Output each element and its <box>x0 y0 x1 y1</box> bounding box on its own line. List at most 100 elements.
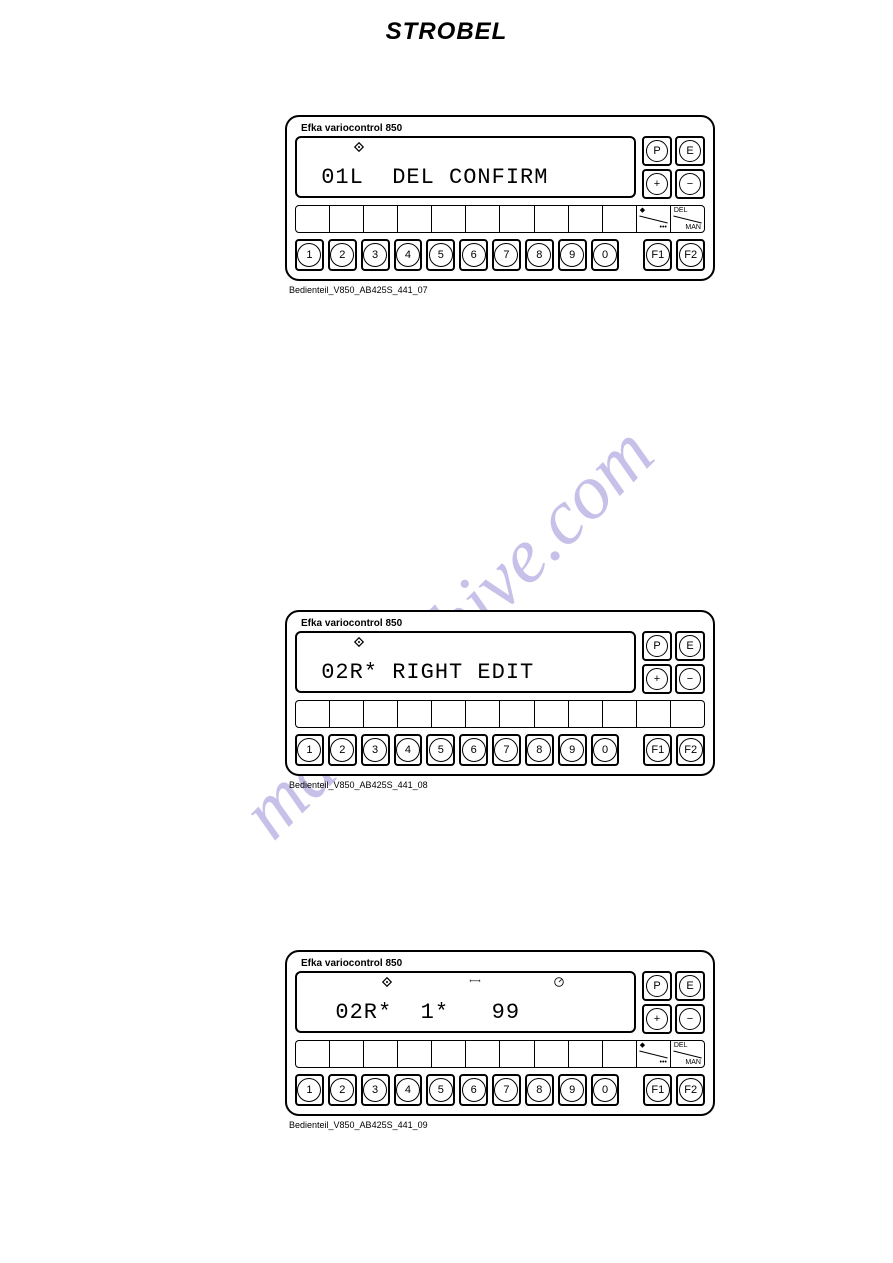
digit-1-button[interactable]: 1 <box>295 239 324 271</box>
f2-button[interactable]: F2 <box>676 734 705 766</box>
lcd-text: 02R* RIGHT EDIT <box>307 660 630 685</box>
digit-2-button[interactable]: 2 <box>328 1074 357 1106</box>
digit-label: 7 <box>494 1078 518 1102</box>
digit-4-button[interactable]: 4 <box>394 1074 423 1106</box>
digit-label: 4 <box>396 1078 420 1102</box>
digit-2-button[interactable]: 2 <box>328 239 357 271</box>
digit-5-button[interactable]: 5 <box>426 734 455 766</box>
f2-button[interactable]: F2 <box>676 239 705 271</box>
side-button-grid: PE +− <box>642 136 705 199</box>
digit-0-button[interactable]: 0 <box>591 239 620 271</box>
digit-label: 3 <box>363 243 387 267</box>
strip-cell <box>466 701 500 727</box>
side-button-label: E <box>679 975 701 997</box>
digit-4-button[interactable]: 4 <box>394 734 423 766</box>
digit-9-button[interactable]: 9 <box>558 734 587 766</box>
side-button-−[interactable]: − <box>675 169 705 199</box>
digit-1-button[interactable]: 1 <box>295 1074 324 1106</box>
digit-label: 2 <box>330 243 354 267</box>
digit-7-button[interactable]: 7 <box>492 734 521 766</box>
f1-button[interactable]: F1 <box>643 239 672 271</box>
fn-label: F1 <box>646 243 670 267</box>
digit-8-button[interactable]: 8 <box>525 734 554 766</box>
strip-icon-right[interactable]: DELMAN <box>671 206 704 232</box>
digit-8-button[interactable]: 8 <box>525 239 554 271</box>
f1-button[interactable]: F1 <box>643 1074 672 1106</box>
digit-6-button[interactable]: 6 <box>459 734 488 766</box>
side-button-grid: PE +− <box>642 631 705 694</box>
strip-cell <box>500 1041 534 1067</box>
strip-cell <box>432 701 466 727</box>
keypad-row: 1234567890 F1 F2 <box>295 1074 705 1106</box>
strip-cell <box>637 701 671 727</box>
strip-icon-right[interactable]: DELMAN <box>671 1041 704 1067</box>
strip-cell <box>296 1041 330 1067</box>
digit-9-button[interactable]: 9 <box>558 239 587 271</box>
digit-5-button[interactable]: 5 <box>426 239 455 271</box>
center-strip: ◆•••DELMAN <box>295 205 705 233</box>
side-button-grid: PE +− <box>642 971 705 1034</box>
lcd-ruler-icon <box>469 976 481 992</box>
digit-7-button[interactable]: 7 <box>492 239 521 271</box>
digit-4-button[interactable]: 4 <box>394 239 423 271</box>
digit-label: 3 <box>363 738 387 762</box>
panel-caption: Bedienteil_V850_AB425S_441_07 <box>289 285 715 295</box>
side-button-label: + <box>646 1008 668 1030</box>
digit-label: 6 <box>462 243 486 267</box>
digit-5-button[interactable]: 5 <box>426 1074 455 1106</box>
digit-label: 9 <box>560 738 584 762</box>
side-button-+[interactable]: + <box>642 169 672 199</box>
side-button-e[interactable]: E <box>675 971 705 1001</box>
strip-cell <box>603 1041 637 1067</box>
side-button-p[interactable]: P <box>642 971 672 1001</box>
side-button-p[interactable]: P <box>642 631 672 661</box>
fn-label: F1 <box>646 738 670 762</box>
strip-cell <box>364 206 398 232</box>
lcd-display: 01L DEL CONFIRM <box>295 136 636 198</box>
side-button-p[interactable]: P <box>642 136 672 166</box>
strip-cell <box>535 701 569 727</box>
side-button-e[interactable]: E <box>675 136 705 166</box>
side-button-−[interactable]: − <box>675 1004 705 1034</box>
panel-caption: Bedienteil_V850_AB425S_441_08 <box>289 780 715 790</box>
fn-label: F2 <box>679 243 703 267</box>
digit-7-button[interactable]: 7 <box>492 1074 521 1106</box>
digit-label: 3 <box>363 1078 387 1102</box>
side-button-e[interactable]: E <box>675 631 705 661</box>
strip-cell <box>535 1041 569 1067</box>
digit-8-button[interactable]: 8 <box>525 1074 554 1106</box>
side-button-label: E <box>679 140 701 162</box>
side-button-+[interactable]: + <box>642 1004 672 1034</box>
digit-label: 6 <box>462 1078 486 1102</box>
strip-cell <box>603 206 637 232</box>
fn-label: F2 <box>679 1078 703 1102</box>
strip-cell <box>398 206 432 232</box>
side-button-label: E <box>679 635 701 657</box>
digit-3-button[interactable]: 3 <box>361 734 390 766</box>
f2-button[interactable]: F2 <box>676 1074 705 1106</box>
digit-3-button[interactable]: 3 <box>361 1074 390 1106</box>
side-button-label: + <box>646 668 668 690</box>
digit-3-button[interactable]: 3 <box>361 239 390 271</box>
digit-6-button[interactable]: 6 <box>459 1074 488 1106</box>
side-button-+[interactable]: + <box>642 664 672 694</box>
strip-icon-left[interactable]: ◆••• <box>637 206 671 232</box>
digit-0-button[interactable]: 0 <box>591 734 620 766</box>
strip-cell <box>330 206 364 232</box>
digit-label: 7 <box>494 243 518 267</box>
strip-icon-left[interactable]: ◆••• <box>637 1041 671 1067</box>
strip-cell <box>603 701 637 727</box>
f1-button[interactable]: F1 <box>643 734 672 766</box>
panel-brand-label: Efka variocontrol 850 <box>301 618 705 629</box>
keypad-row: 1234567890 F1 F2 <box>295 239 705 271</box>
digit-label: 5 <box>429 738 453 762</box>
digit-9-button[interactable]: 9 <box>558 1074 587 1106</box>
digit-label: 5 <box>429 1078 453 1102</box>
digit-0-button[interactable]: 0 <box>591 1074 620 1106</box>
side-button-−[interactable]: − <box>675 664 705 694</box>
digit-6-button[interactable]: 6 <box>459 239 488 271</box>
digit-1-button[interactable]: 1 <box>295 734 324 766</box>
strip-cell <box>500 701 534 727</box>
lcd-diamond-icon <box>381 976 393 992</box>
digit-2-button[interactable]: 2 <box>328 734 357 766</box>
